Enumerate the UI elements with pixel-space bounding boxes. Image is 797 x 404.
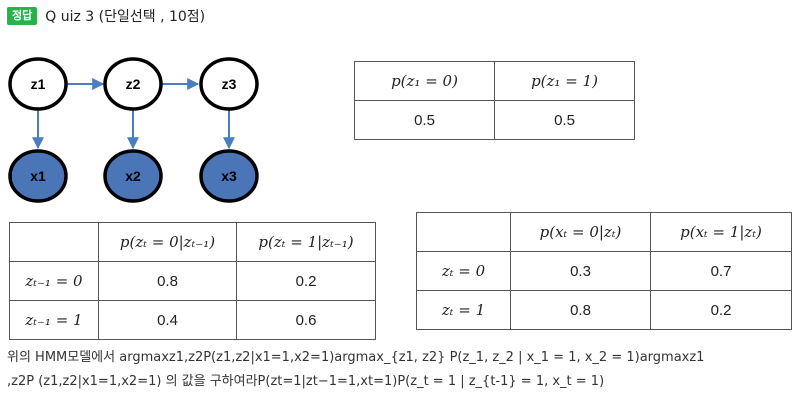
- question-text: 위의 HMM모델에서 argmaxz1,z2P(z1,z2|x1=1,x2=1)…: [7, 346, 797, 394]
- transition-cell: 0.2: [237, 262, 376, 301]
- emission-corner-cell: [417, 213, 511, 252]
- quiz-header: 정답 Q uiz 3 (단일선택 , 10점): [7, 6, 205, 26]
- prior-header-z1-0: p(z₁ = 0): [355, 62, 495, 101]
- prior-table: p(z₁ = 0) p(z₁ = 1) 0.5 0.5: [354, 61, 635, 140]
- emission-cell: 0.8: [511, 291, 651, 330]
- node-x2: x2: [105, 151, 161, 201]
- question-line-1: 위의 HMM모델에서 argmaxz1,z2P(z1,z2|x1=1,x2=1)…: [7, 346, 797, 370]
- node-x3-label: x3: [221, 168, 237, 184]
- prior-value-z1-1: 0.5: [495, 101, 635, 140]
- node-x3: x3: [201, 151, 257, 201]
- transition-cell: 0.8: [99, 262, 237, 301]
- transition-row-label: zₜ₋₁ = 0: [10, 262, 99, 301]
- emission-row-0: zₜ = 0 0.3 0.7: [417, 252, 792, 291]
- emission-header-xt-1: p(xₜ = 1|zₜ): [651, 213, 792, 252]
- transition-cell: 0.4: [99, 301, 237, 340]
- emission-row-label: zₜ = 1: [417, 291, 511, 330]
- question-line-2: ,z2P (z1,z2|x1=1,x2=1) 의 값을 구하여라P(zt=1|z…: [7, 370, 797, 394]
- node-z2: z2: [105, 59, 161, 109]
- transition-table: p(zₜ = 0|zₜ₋₁) p(zₜ = 1|zₜ₋₁) zₜ₋₁ = 0 0…: [9, 222, 376, 340]
- prior-value-z1-0: 0.5: [355, 101, 495, 140]
- emission-row-1: zₜ = 1 0.8 0.2: [417, 291, 792, 330]
- transition-header-zt-1: p(zₜ = 1|zₜ₋₁): [237, 223, 376, 262]
- answer-badge: 정답: [7, 7, 37, 25]
- quiz-title: Q uiz 3 (단일선택 , 10점): [45, 6, 205, 26]
- node-z1-label: z1: [31, 76, 46, 92]
- transition-corner-cell: [10, 223, 99, 262]
- node-x2-label: x2: [125, 168, 141, 184]
- transition-row-label: zₜ₋₁ = 1: [10, 301, 99, 340]
- emission-cell: 0.7: [651, 252, 792, 291]
- node-z3: z3: [201, 59, 257, 109]
- emission-row-label: zₜ = 0: [417, 252, 511, 291]
- prior-header-z1-1: p(z₁ = 1): [495, 62, 635, 101]
- emission-cell: 0.3: [511, 252, 651, 291]
- transition-row-1: zₜ₋₁ = 1 0.4 0.6: [10, 301, 376, 340]
- prior-header-row: p(z₁ = 0) p(z₁ = 1): [355, 62, 635, 101]
- node-z2-label: z2: [126, 76, 141, 92]
- transition-cell: 0.6: [237, 301, 376, 340]
- transition-header-row: p(zₜ = 0|zₜ₋₁) p(zₜ = 1|zₜ₋₁): [10, 223, 376, 262]
- node-z3-label: z3: [222, 76, 237, 92]
- emission-cell: 0.2: [651, 291, 792, 330]
- transition-row-0: zₜ₋₁ = 0 0.8 0.2: [10, 262, 376, 301]
- node-z1: z1: [10, 59, 66, 109]
- hmm-diagram: z1 z2 z3 x1 x2 x3: [0, 48, 280, 208]
- node-x1-label: x1: [30, 168, 46, 184]
- emission-header-row: p(xₜ = 0|zₜ) p(xₜ = 1|zₜ): [417, 213, 792, 252]
- prior-value-row: 0.5 0.5: [355, 101, 635, 140]
- emission-header-xt-0: p(xₜ = 0|zₜ): [511, 213, 651, 252]
- emission-table: p(xₜ = 0|zₜ) p(xₜ = 1|zₜ) zₜ = 0 0.3 0.7…: [416, 212, 792, 330]
- node-x1: x1: [10, 151, 66, 201]
- transition-header-zt-0: p(zₜ = 0|zₜ₋₁): [99, 223, 237, 262]
